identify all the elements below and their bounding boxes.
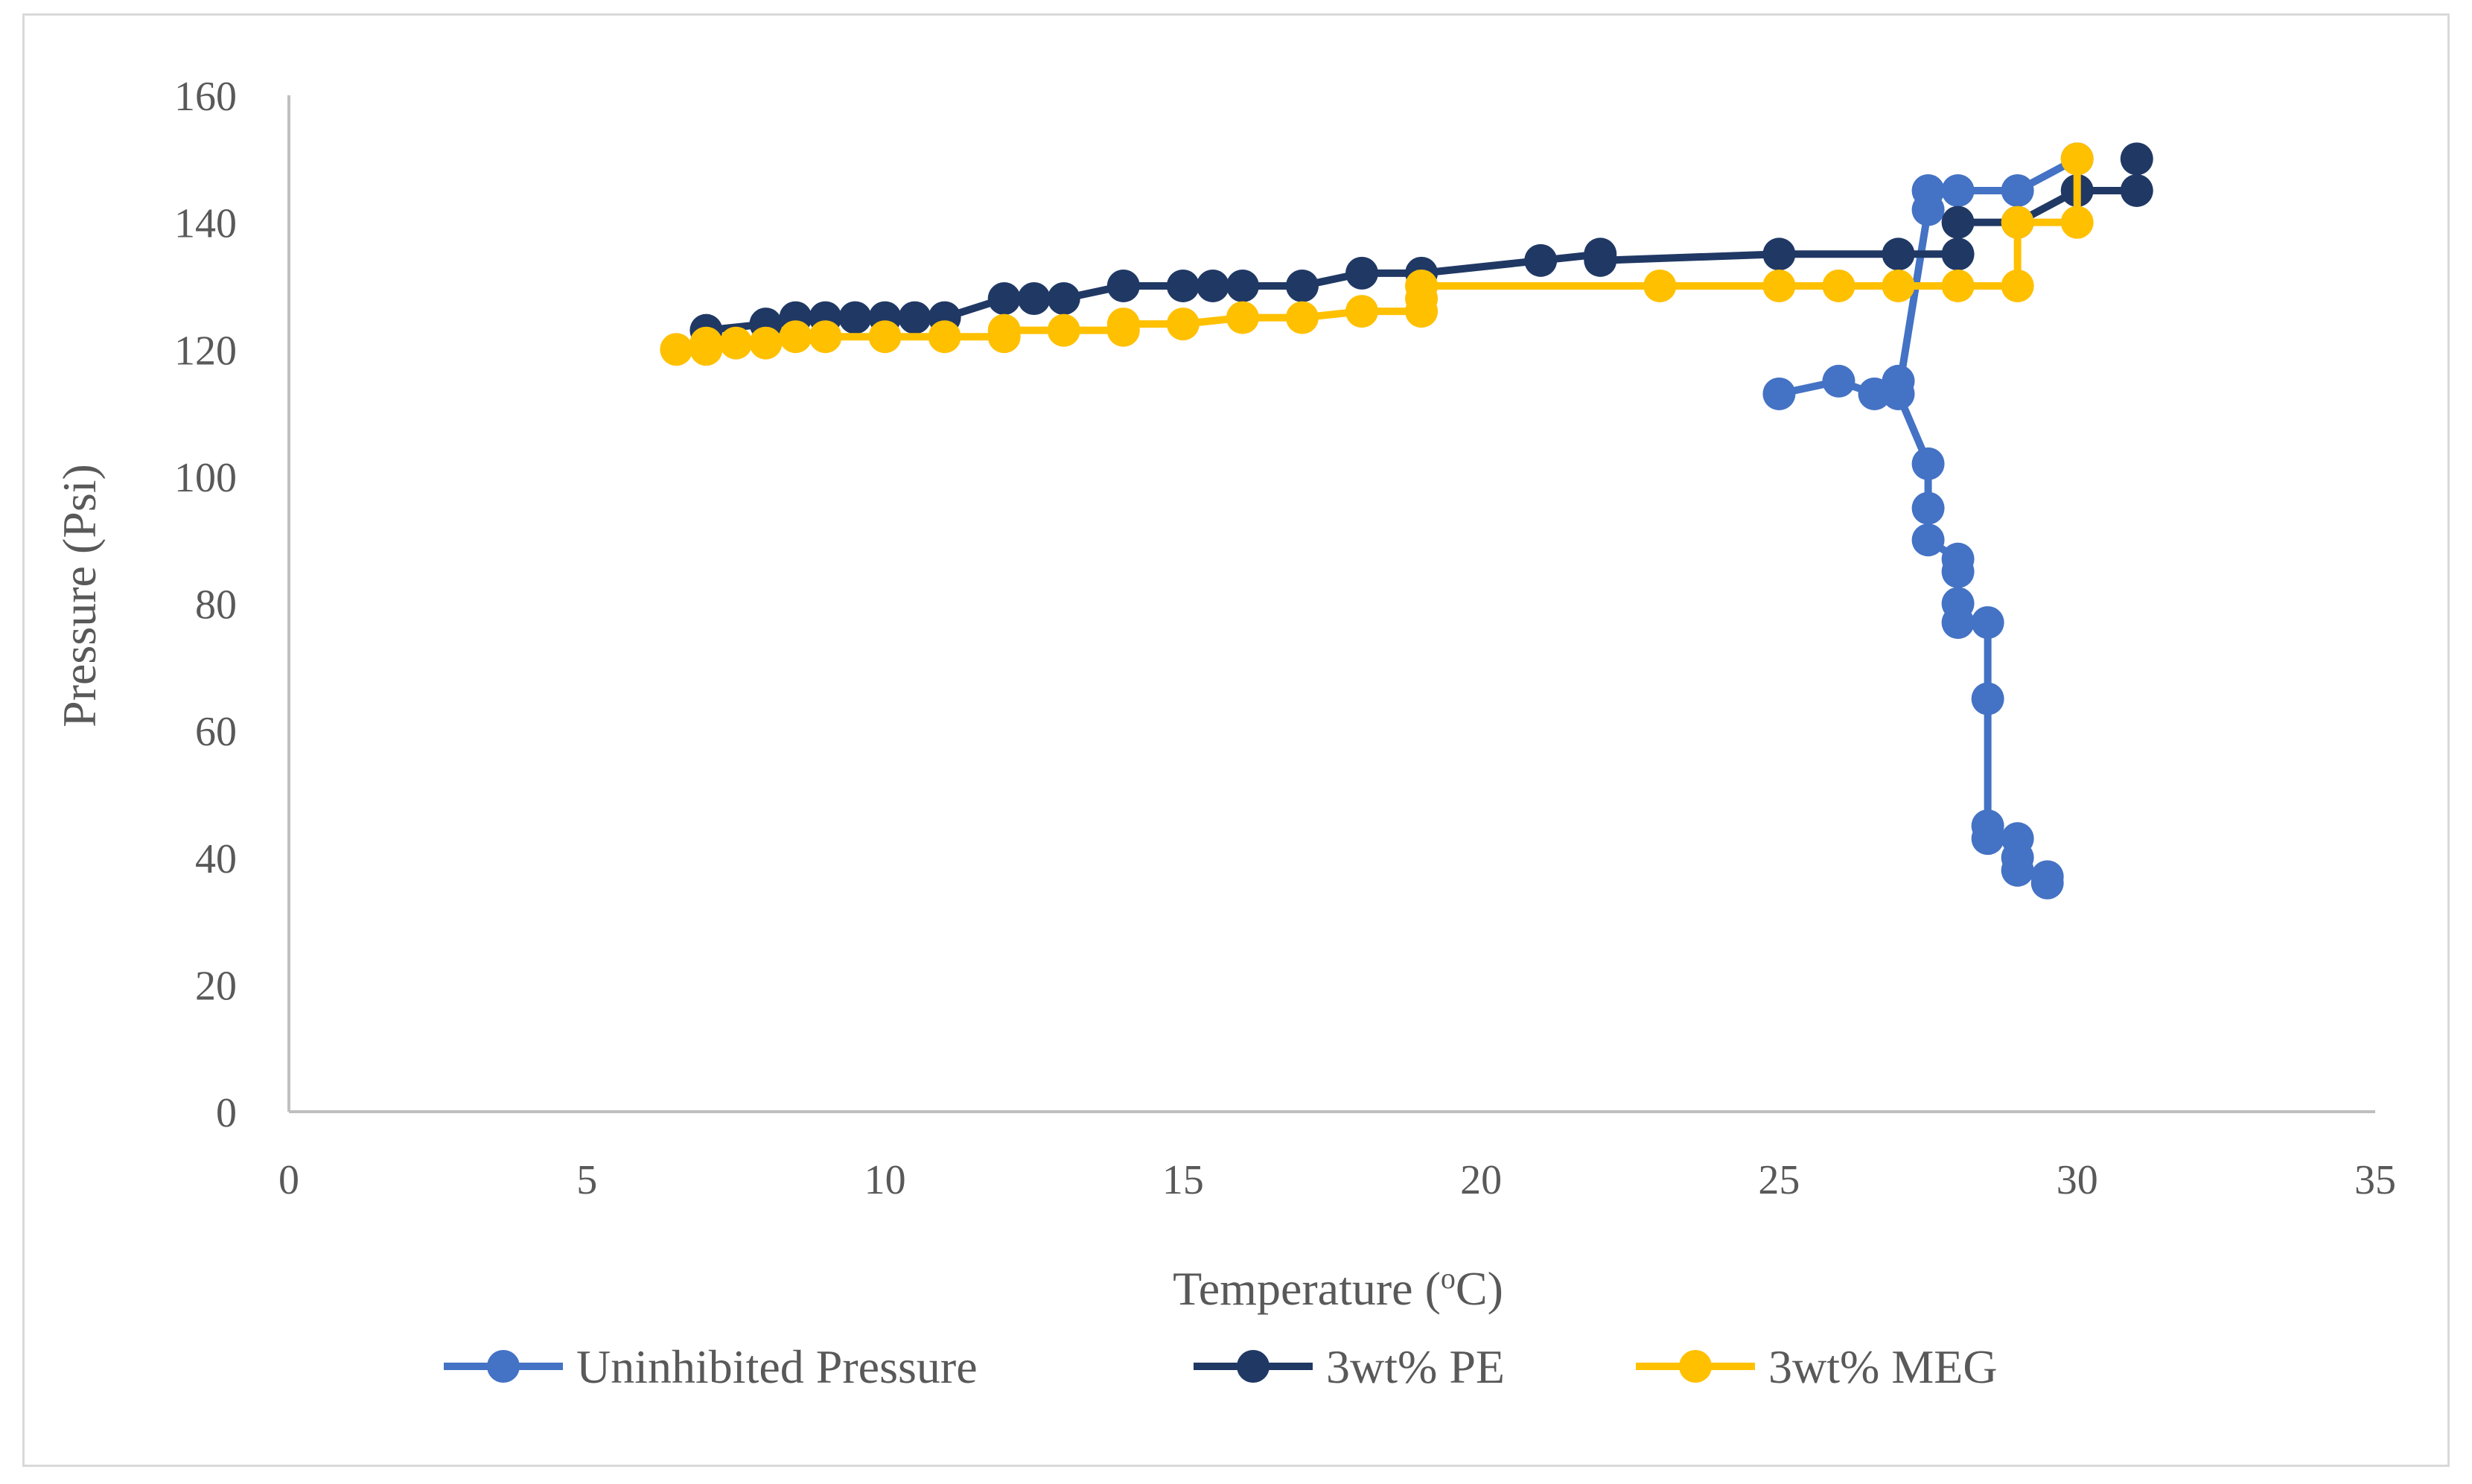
data-point	[779, 320, 812, 354]
data-point	[1941, 173, 1975, 207]
legend-item: 3wt% PE	[1194, 1340, 1505, 1393]
data-point	[928, 320, 961, 354]
y-tick-label: 20	[195, 963, 237, 1009]
data-point	[1941, 555, 1975, 588]
data-point	[2060, 206, 2094, 239]
data-point	[1762, 238, 1796, 271]
data-point	[1166, 308, 1200, 341]
data-point	[1762, 377, 1796, 410]
data-point	[1762, 269, 1796, 302]
chart-frame	[22, 13, 2450, 1467]
data-point	[1345, 256, 1379, 290]
data-point	[719, 326, 753, 360]
data-point	[1345, 295, 1379, 328]
x-tick-label: 25	[1758, 1157, 1800, 1203]
x-tick-label: 35	[2354, 1157, 2396, 1203]
x-tick-label: 30	[2057, 1157, 2098, 1203]
data-point	[1911, 173, 1945, 207]
legend-swatch-marker	[1679, 1350, 1712, 1383]
data-point	[1941, 206, 1975, 239]
x-axis-title: Temperature (oC)	[1173, 1261, 1503, 1316]
data-point	[868, 320, 902, 354]
data-point	[2001, 853, 2034, 887]
data-point	[1822, 364, 1855, 398]
data-point	[1584, 243, 1617, 277]
y-tick-label: 120	[174, 328, 237, 374]
data-point	[2001, 269, 2034, 302]
data-point	[1941, 606, 1975, 640]
data-point	[1941, 238, 1975, 271]
data-point	[2001, 206, 2034, 239]
data-point	[838, 301, 872, 334]
data-point	[1911, 523, 1945, 557]
data-point	[1106, 269, 1140, 302]
y-tick-label: 0	[216, 1090, 237, 1136]
y-tick-label: 60	[195, 709, 237, 755]
data-point	[1911, 491, 1945, 525]
data-point	[1911, 447, 1945, 480]
data-point	[1196, 269, 1229, 302]
data-point	[2120, 142, 2153, 176]
data-point	[1822, 269, 1855, 302]
data-point	[1405, 269, 1439, 302]
y-axis-title: Pressure (Psi)	[53, 464, 106, 727]
legend-label: Uninhibited Pressure	[576, 1340, 978, 1393]
data-point	[1524, 243, 1558, 277]
x-tick-label: 15	[1162, 1157, 1204, 1203]
data-point	[2030, 866, 2064, 899]
series-line	[1778, 377, 2051, 883]
data-point	[1882, 269, 1915, 302]
y-tick-label: 80	[195, 582, 237, 628]
data-point	[1285, 301, 1319, 334]
data-point	[1941, 269, 1975, 302]
data-point	[1106, 308, 1140, 341]
legend-label: 3wt% MEG	[1768, 1340, 1998, 1393]
legend-label: 3wt% PE	[1326, 1340, 1505, 1393]
data-point	[749, 326, 783, 360]
y-tick-label: 160	[174, 74, 237, 120]
axes: 0 20 40 60 80 100 120 140 160 0 5 10 15 20 25 30 35	[174, 74, 2396, 1203]
data-point	[809, 320, 842, 354]
data-point	[1017, 282, 1051, 315]
legend-swatch-marker	[487, 1350, 520, 1383]
data-point	[1226, 301, 1259, 334]
y-tick-label: 140	[174, 201, 237, 247]
legend-item: 3wt% MEG	[1636, 1340, 1998, 1393]
data-point	[660, 333, 693, 366]
x-tick-label: 10	[864, 1157, 906, 1203]
data-point	[689, 326, 723, 360]
legend: Uninhibited Pressure 3wt% PE 3wt% MEG	[444, 1340, 1998, 1393]
x-tick-label: 0	[278, 1157, 299, 1203]
data-point	[1882, 238, 1915, 271]
data-point	[1971, 682, 2004, 716]
series-2	[660, 142, 2094, 366]
x-tick-label: 5	[576, 1157, 597, 1203]
data-point	[1047, 313, 1080, 347]
legend-swatch-marker	[1237, 1350, 1270, 1383]
data-point	[987, 282, 1021, 315]
data-point	[987, 313, 1021, 347]
data-point	[2060, 142, 2094, 176]
data-point	[2001, 173, 2034, 207]
data-point	[1285, 269, 1319, 302]
data-point	[1166, 269, 1200, 302]
y-tick-label: 100	[174, 455, 237, 501]
legend-item: Uninhibited Pressure	[444, 1340, 978, 1393]
data-point	[1971, 606, 2004, 640]
data-point	[1226, 269, 1259, 302]
y-tick-label: 40	[195, 836, 237, 882]
data-point	[1882, 377, 1915, 410]
data-point	[1643, 269, 1677, 302]
data-point	[898, 301, 931, 334]
x-tick-label: 20	[1460, 1157, 1502, 1203]
data-point	[1971, 822, 2004, 856]
data-point	[2120, 173, 2153, 207]
series-layer	[660, 142, 2153, 899]
data-point	[1047, 282, 1080, 315]
